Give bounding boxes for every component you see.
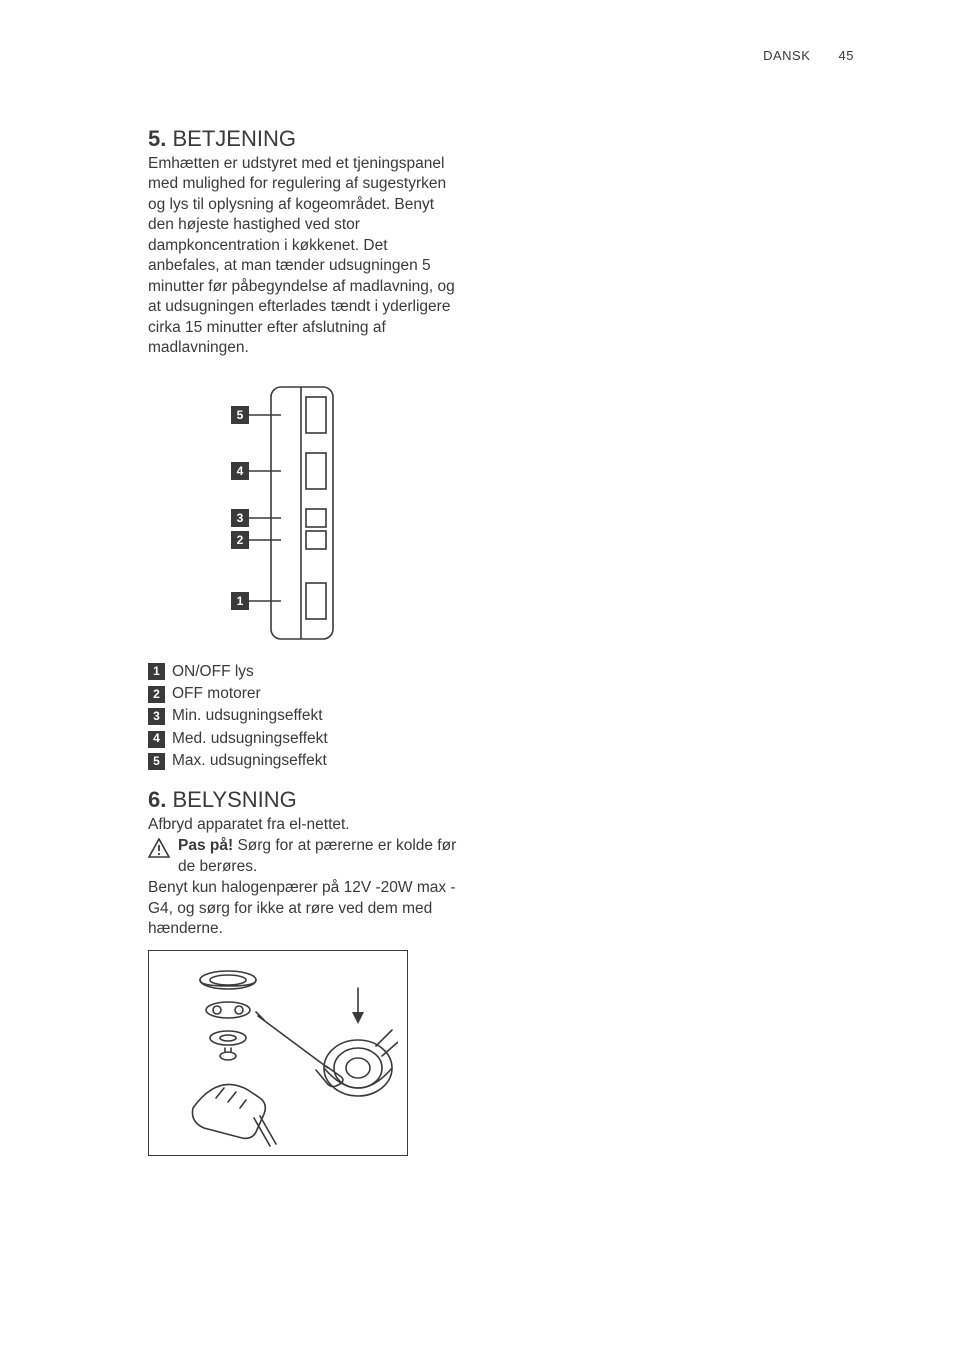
page-header: DANSK 45 bbox=[763, 48, 854, 63]
svg-text:3: 3 bbox=[237, 511, 244, 525]
legend-label-1: ON/OFF lys bbox=[172, 661, 254, 683]
section-6-line1: Afbryd apparatet fra el-nettet. bbox=[148, 815, 458, 835]
legend-badge-5: 5 bbox=[148, 753, 165, 770]
warning-bold: Pas på! bbox=[178, 837, 233, 854]
legend-badge-3: 3 bbox=[148, 708, 165, 725]
section-5-heading: 5. BETJENING bbox=[148, 126, 458, 152]
legend-row: 4 Med. udsugningseffekt bbox=[148, 728, 458, 750]
section-6-paragraph2: Benyt kun halogenpærer på 12V -20W max -… bbox=[148, 878, 458, 939]
section-5-number: 5. bbox=[148, 126, 166, 151]
main-content: 5. BETJENING Emhætten er udstyret med et… bbox=[148, 126, 458, 1156]
legend-label-5: Max. udsugningseffekt bbox=[172, 750, 327, 772]
legend-badge-4: 4 bbox=[148, 731, 165, 748]
warning-icon bbox=[148, 838, 170, 858]
legend-label-3: Min. udsugningseffekt bbox=[172, 705, 323, 727]
warning-text: Pas på! Sørg for at pærerne er kolde før… bbox=[178, 836, 458, 877]
legend-row: 2 OFF motorer bbox=[148, 683, 458, 705]
control-panel-svg: 5 4 3 2 1 bbox=[213, 383, 343, 643]
section-6-title: BELYSNING bbox=[172, 787, 296, 812]
section-5-title: BETJENING bbox=[172, 126, 295, 151]
legend-row: 3 Min. udsugningseffekt bbox=[148, 705, 458, 727]
warning-block: Pas på! Sørg for at pærerne er kolde før… bbox=[148, 836, 458, 877]
language-label: DANSK bbox=[763, 48, 810, 63]
section-6-number: 6. bbox=[148, 787, 166, 812]
bulb-figure-svg bbox=[158, 958, 398, 1148]
svg-text:5: 5 bbox=[237, 408, 244, 422]
control-legend: 1 ON/OFF lys 2 OFF motorer 3 Min. udsugn… bbox=[148, 661, 458, 773]
control-panel-figure: 5 4 3 2 1 bbox=[148, 383, 408, 643]
legend-label-2: OFF motorer bbox=[172, 683, 261, 705]
section-6-heading: 6. BELYSNING bbox=[148, 787, 458, 813]
bulb-replacement-figure bbox=[148, 950, 408, 1156]
svg-text:2: 2 bbox=[237, 533, 244, 547]
legend-badge-1: 1 bbox=[148, 663, 165, 680]
section-5-paragraph: Emhætten er udstyret med et tjeningspane… bbox=[148, 154, 458, 359]
legend-badge-2: 2 bbox=[148, 686, 165, 703]
svg-text:1: 1 bbox=[237, 594, 244, 608]
page-number: 45 bbox=[839, 48, 854, 63]
legend-row: 1 ON/OFF lys bbox=[148, 661, 458, 683]
legend-row: 5 Max. udsugningseffekt bbox=[148, 750, 458, 772]
legend-label-4: Med. udsugningseffekt bbox=[172, 728, 328, 750]
svg-text:4: 4 bbox=[237, 464, 244, 478]
